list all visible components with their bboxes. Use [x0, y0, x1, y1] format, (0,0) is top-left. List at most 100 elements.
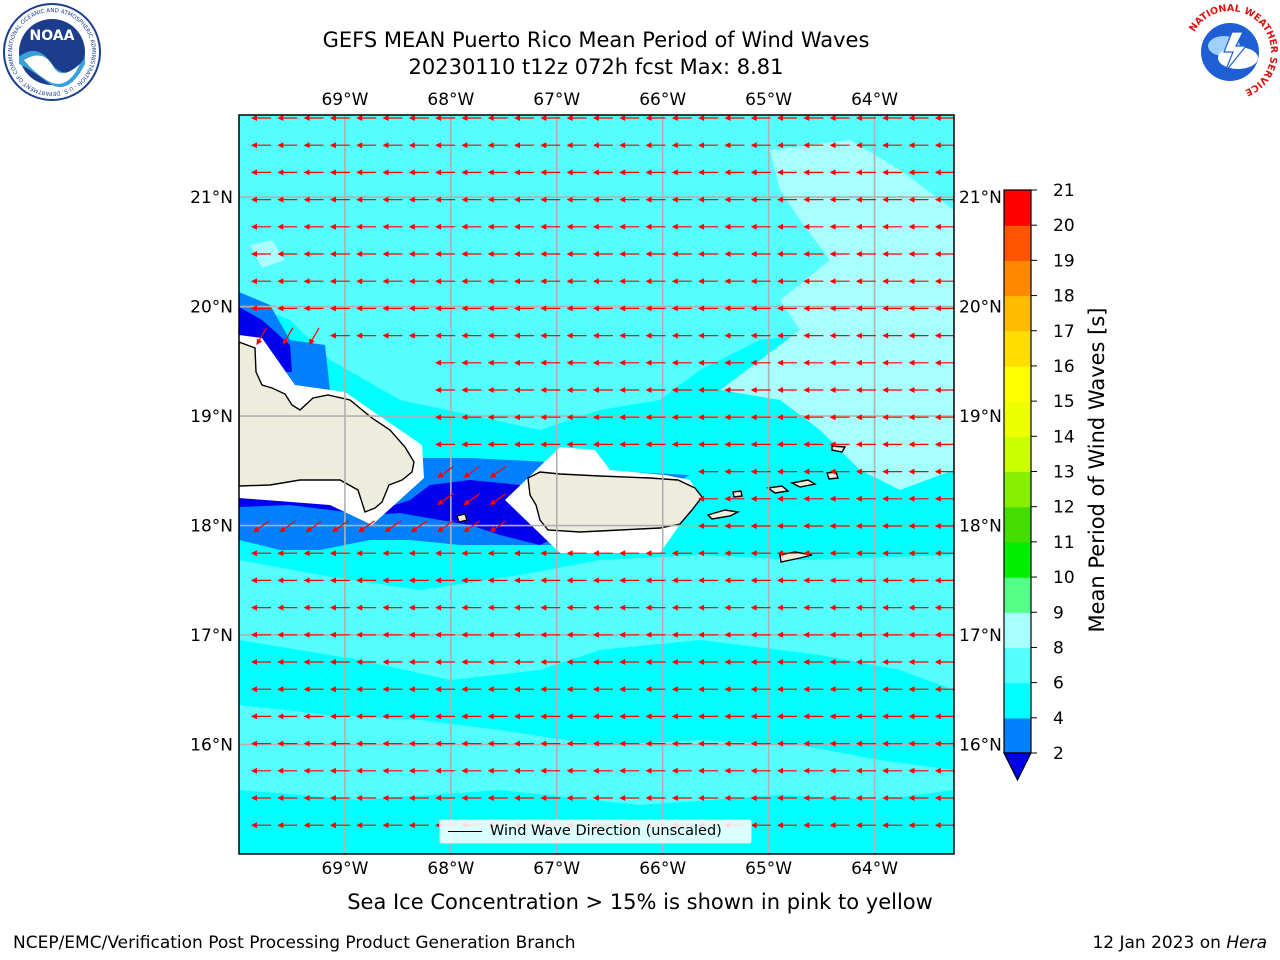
direction-arrow: [908, 441, 929, 448]
direction-arrow: [671, 142, 692, 149]
direction-arrow: [303, 659, 324, 665]
direction-arrow: [645, 767, 666, 774]
direction-arrow: [829, 767, 850, 774]
direction-arrow: [329, 795, 350, 801]
direction-arrow: [382, 659, 403, 665]
direction-arrow: [382, 332, 403, 339]
direction-arrow: [540, 169, 561, 176]
direction-arrow: [592, 686, 613, 693]
direction-arrow: [410, 520, 428, 533]
direction-arrow: [540, 686, 561, 693]
direction-arrow: [303, 822, 324, 829]
direction-arrow: [619, 169, 640, 176]
direction-arrow: [724, 767, 745, 774]
direction-arrow: [566, 387, 587, 393]
colorbar-segment: [1004, 541, 1031, 578]
direction-arrow: [829, 822, 850, 829]
contour-8-9-northeast: [720, 140, 954, 490]
direction-arrow: [487, 414, 508, 421]
direction-arrow: [908, 278, 929, 285]
direction-arrow: [750, 523, 771, 529]
direction-arrow: [277, 740, 298, 747]
direction-arrow: [777, 577, 797, 584]
legend-label: Wind Wave Direction (unscaled): [490, 823, 722, 839]
direction-arrow: [592, 795, 613, 801]
colorbar-tick-label: 16: [1053, 357, 1075, 377]
direction-arrow: [461, 142, 482, 149]
direction-arrow: [777, 305, 797, 312]
direction-arrow: [356, 196, 377, 203]
direction-arrow: [487, 359, 508, 366]
direction-arrow: [487, 686, 508, 693]
direction-arrow: [309, 327, 320, 346]
direction-arrow: [908, 550, 929, 557]
direction-arrow: [698, 414, 719, 421]
direction-arrow: [277, 550, 298, 557]
land-puerto-rico: [527, 471, 703, 533]
direction-arrow: [277, 686, 298, 693]
direction-arrow: [671, 414, 692, 421]
direction-arrow: [724, 196, 745, 203]
direction-arrow: [908, 767, 929, 774]
direction-arrow: [803, 196, 824, 203]
colorbar-segment: [1004, 190, 1031, 226]
direction-arrow: [724, 441, 745, 448]
footer-date-prefix: 12 Jan 2023 on: [1092, 933, 1227, 953]
direction-arrow: [934, 523, 954, 529]
direction-arrow: [303, 142, 324, 149]
direction-arrow: [803, 278, 824, 285]
direction-arrow: [461, 577, 482, 584]
chart-subtitle: 20230110 t12z 072h fcst Max: 8.81: [408, 55, 784, 79]
direction-arrow: [645, 414, 666, 421]
direction-arrow: [435, 604, 456, 611]
colorbar-segment: [1004, 577, 1031, 613]
direction-arrow: [514, 387, 534, 393]
contour-4-6-south-a: [239, 640, 954, 770]
direction-arrow: [829, 659, 850, 665]
direction-arrow: [934, 115, 954, 121]
direction-arrow: [882, 169, 903, 176]
direction-arrow: [566, 332, 587, 339]
direction-arrow: [592, 305, 613, 312]
direction-arrow: [750, 387, 771, 393]
direction-arrow: [251, 169, 271, 176]
contour-lt2-mona: [239, 307, 292, 372]
direction-arrow: [829, 251, 850, 257]
direction-arrow: [934, 332, 954, 339]
colorbar-extension: [1003, 752, 1032, 782]
colorbar-segment: [1004, 260, 1031, 297]
colorbar-tick-label: 14: [1053, 427, 1075, 447]
direction-arrow: [908, 523, 929, 529]
direction-arrow: [934, 196, 954, 203]
lat-label-left: 18°N: [190, 517, 233, 537]
direction-arrow: [645, 142, 666, 149]
direction-arrow: [566, 223, 587, 230]
direction-arrow: [724, 332, 745, 339]
direction-arrow: [934, 223, 954, 230]
direction-arrow: [908, 713, 929, 720]
direction-arrow: [592, 115, 613, 121]
direction-arrow: [514, 414, 534, 421]
direction-arrow: [777, 223, 797, 230]
colorbar-segment: [1004, 471, 1031, 508]
direction-arrow: [750, 713, 771, 720]
direction-arrow: [592, 387, 613, 393]
direction-arrow: [698, 767, 719, 774]
direction-arrow: [645, 631, 666, 638]
direction-arrow: [908, 740, 929, 747]
contour-lt2-south: [239, 480, 560, 545]
direction-arrow: [461, 767, 482, 774]
direction-arrow: [882, 713, 903, 720]
direction-arrow: [277, 251, 298, 257]
direction-arrow: [277, 795, 298, 801]
direction-arrow: [408, 822, 429, 829]
direction-arrow: [829, 387, 850, 393]
direction-arrow: [882, 631, 903, 638]
direction-arrow: [671, 387, 692, 393]
direction-arrow: [934, 305, 954, 312]
direction-arrow: [487, 251, 508, 257]
direction-arrow: [540, 305, 561, 312]
direction-arrow: [882, 251, 903, 257]
direction-arrow: [408, 115, 429, 121]
direction-arrow: [855, 550, 876, 557]
